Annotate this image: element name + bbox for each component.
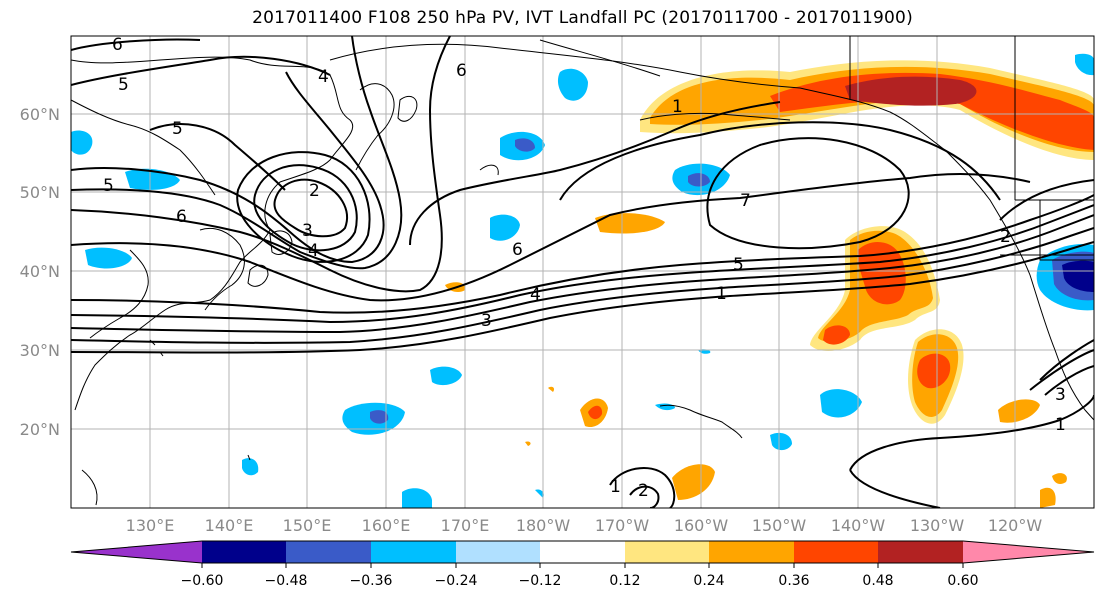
contour-label: 4 [308, 241, 319, 261]
contour-label: 1 [610, 477, 621, 497]
colorbar-segment [625, 541, 709, 563]
contour-label: 6 [456, 61, 467, 81]
contour-label: 4 [318, 67, 329, 87]
contour-label: 1 [1055, 415, 1066, 435]
longitude-labels: 130°E 140°E 150°E 160°E 170°E 180°W 170°… [126, 516, 1043, 535]
lon-label: 170°E [441, 516, 490, 535]
lat-label: 40°N [20, 262, 60, 281]
latitude-labels: 60°N 50°N 40°N 30°N 20°N [20, 105, 60, 439]
contour-label: 6 [112, 35, 123, 55]
lon-label: 180°W [516, 516, 571, 535]
pv-contours [71, 36, 1094, 508]
contour-label: 6 [176, 207, 187, 227]
colorbar-tick-label: 0.12 [609, 573, 640, 589]
lon-label: 140°W [831, 516, 886, 535]
colorbar-tick-label: −0.36 [350, 573, 393, 589]
contour-label: 3 [481, 311, 492, 331]
lat-label: 20°N [20, 420, 60, 439]
lat-label: 30°N [20, 341, 60, 360]
colorbar-segment [371, 541, 456, 563]
lon-label: 120°W [988, 516, 1043, 535]
colorbar-tick-label: −0.48 [265, 573, 308, 589]
lon-label: 170°W [595, 516, 650, 535]
colorbar-tick-label: 0.60 [947, 573, 978, 589]
lon-label: 130°W [910, 516, 965, 535]
map-frame [70, 35, 1095, 509]
colorbar-segment [878, 541, 963, 563]
contour-labels: 6 5 4 5 5 6 2 3 4 6 6 7 5 4 3 1 1 2 2 1 … [103, 35, 1066, 501]
contour-label: 7 [740, 191, 751, 211]
contour-label: 2 [638, 481, 649, 501]
contour-label: 3 [1055, 385, 1066, 405]
lon-label: 140°E [205, 516, 254, 535]
contour-label: 1 [716, 284, 727, 304]
contour-label: 4 [530, 285, 541, 305]
contour-label: 6 [512, 240, 523, 260]
contour-label: 2 [309, 181, 320, 201]
colorbar-segment [540, 541, 625, 563]
lon-label: 160°E [362, 516, 411, 535]
lon-label: 150°W [752, 516, 807, 535]
contour-label: 5 [733, 255, 744, 275]
colorbar-tick-label: 0.48 [862, 573, 893, 589]
colorbar-segment [286, 541, 371, 563]
map-title: 2017011400 F108 250 hPa PV, IVT Landfall… [252, 8, 913, 28]
colorbar-segment [963, 541, 1094, 563]
colorbar-segment [794, 541, 878, 563]
lat-label: 60°N [20, 105, 60, 124]
contour-label: 5 [103, 176, 114, 196]
colorbar-segment [709, 541, 794, 563]
colorbar-tick-label: −0.12 [519, 573, 562, 589]
contour-label: 2 [1000, 227, 1011, 247]
colorbar-tick-label: 0.36 [778, 573, 809, 589]
colorbar-ticks: −0.60 −0.48 −0.36 −0.24 −0.12 0.12 0.24 … [181, 573, 979, 589]
colorbar-segment [71, 541, 202, 563]
colorbar-tick-label: 0.24 [693, 573, 724, 589]
contour-label: 5 [118, 75, 129, 95]
contour-label: 1 [672, 97, 683, 117]
colorbar [70, 540, 1095, 568]
contour-label: 3 [302, 221, 313, 241]
lat-label: 50°N [20, 183, 60, 202]
lon-label: 130°E [126, 516, 175, 535]
colorbar-tick-label: −0.24 [435, 573, 478, 589]
colorbar-segment [202, 541, 286, 563]
colorbar-tick-label: −0.60 [181, 573, 224, 589]
lon-label: 150°E [283, 516, 332, 535]
colorbar-segment [456, 541, 540, 563]
lon-label: 160°W [674, 516, 729, 535]
contour-label: 5 [172, 119, 183, 139]
